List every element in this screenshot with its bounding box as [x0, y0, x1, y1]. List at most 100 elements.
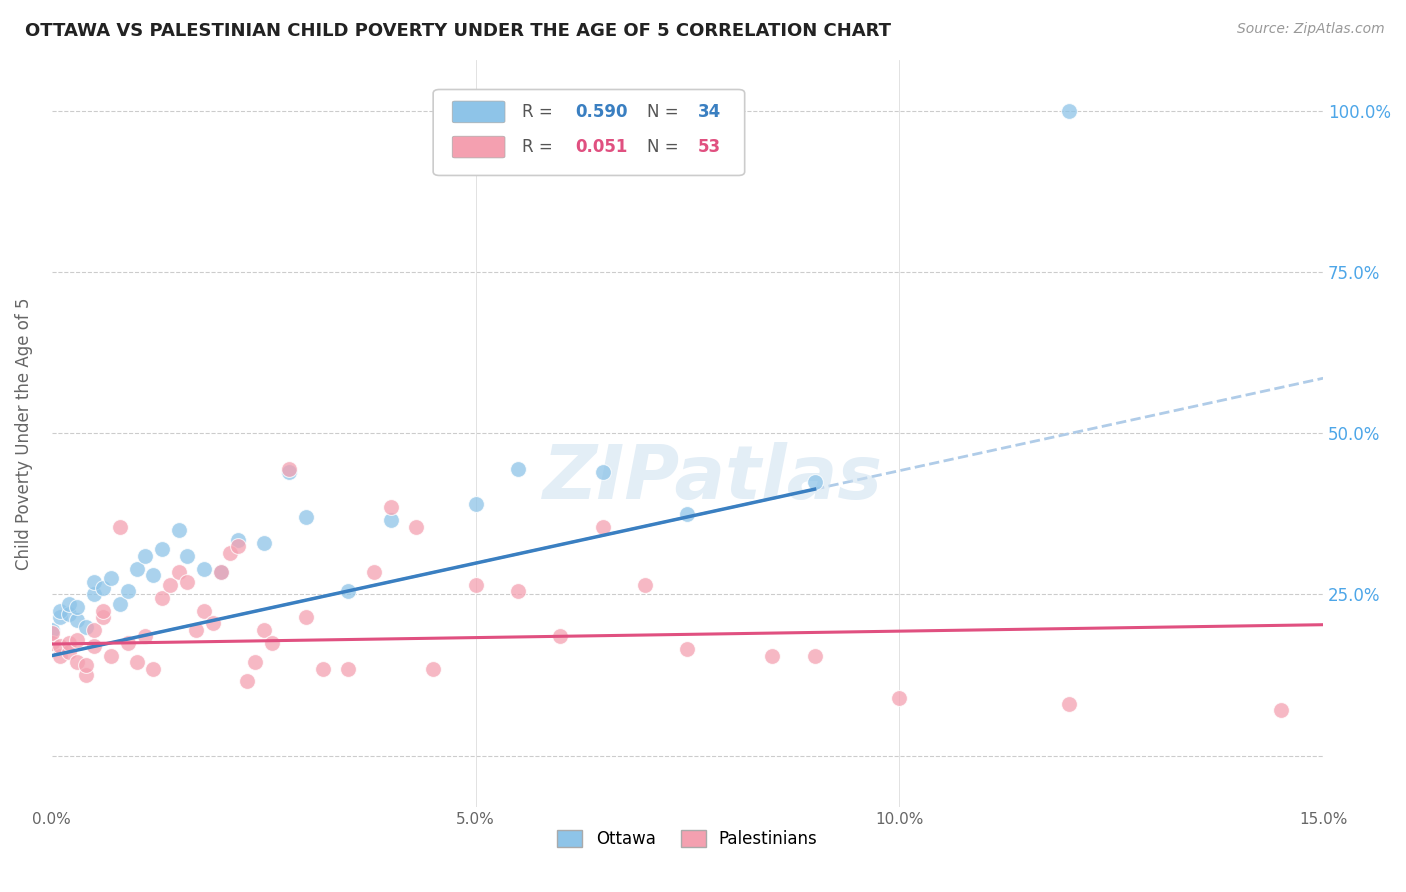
Text: R =: R =	[522, 138, 558, 156]
Point	[167, 523, 190, 537]
FancyBboxPatch shape	[433, 89, 745, 176]
Point	[506, 584, 529, 599]
Legend: Ottawa, Palestinians: Ottawa, Palestinians	[551, 823, 824, 855]
Point	[150, 542, 173, 557]
Point	[226, 533, 249, 547]
Point	[295, 610, 318, 624]
Point	[422, 661, 444, 675]
Point	[262, 636, 284, 650]
Text: Source: ZipAtlas.com: Source: ZipAtlas.com	[1237, 22, 1385, 37]
Text: R =: R =	[522, 103, 558, 121]
Point	[117, 636, 139, 650]
Text: OTTAWA VS PALESTINIAN CHILD POVERTY UNDER THE AGE OF 5 CORRELATION CHART: OTTAWA VS PALESTINIAN CHILD POVERTY UNDE…	[25, 22, 891, 40]
Point	[108, 520, 131, 534]
Y-axis label: Child Poverty Under the Age of 5: Child Poverty Under the Age of 5	[15, 297, 32, 570]
Point	[66, 632, 89, 647]
FancyBboxPatch shape	[453, 136, 505, 158]
Point	[193, 603, 215, 617]
Point	[100, 648, 122, 663]
Point	[592, 465, 614, 479]
Point	[676, 642, 699, 657]
Point	[380, 500, 402, 515]
Point	[253, 623, 276, 637]
Point	[176, 574, 198, 589]
Point	[83, 587, 105, 601]
Point	[1270, 703, 1292, 717]
Point	[58, 636, 80, 650]
Point	[167, 565, 190, 579]
Text: 0.590: 0.590	[575, 103, 628, 121]
Point	[58, 597, 80, 611]
Text: N =: N =	[647, 138, 683, 156]
Point	[134, 629, 156, 643]
Point	[66, 655, 89, 669]
Point	[150, 591, 173, 605]
Point	[193, 561, 215, 575]
Point	[761, 648, 783, 663]
Point	[41, 623, 63, 637]
Point	[278, 462, 301, 476]
Point	[66, 600, 89, 615]
Text: 0.051: 0.051	[575, 138, 628, 156]
Point	[83, 574, 105, 589]
Point	[125, 655, 148, 669]
Point	[58, 607, 80, 621]
Point	[184, 623, 207, 637]
Point	[337, 584, 360, 599]
Point	[75, 620, 97, 634]
Point	[550, 629, 572, 643]
Point	[134, 549, 156, 563]
Point	[235, 674, 257, 689]
Point	[592, 520, 614, 534]
Point	[49, 610, 72, 624]
Point	[142, 661, 165, 675]
Point	[176, 549, 198, 563]
Point	[41, 626, 63, 640]
Text: ZIPatlas: ZIPatlas	[543, 442, 883, 515]
Point	[363, 565, 385, 579]
FancyBboxPatch shape	[453, 101, 505, 123]
Text: 34: 34	[697, 103, 721, 121]
Point	[117, 584, 139, 599]
Point	[676, 507, 699, 521]
Point	[100, 571, 122, 585]
Point	[49, 603, 72, 617]
Point	[218, 545, 240, 559]
Point	[83, 639, 105, 653]
Point	[142, 568, 165, 582]
Point	[889, 690, 911, 705]
Point	[91, 610, 114, 624]
Point	[83, 623, 105, 637]
Point	[41, 636, 63, 650]
Point	[226, 539, 249, 553]
Text: N =: N =	[647, 103, 683, 121]
Point	[108, 597, 131, 611]
Point	[66, 613, 89, 627]
Point	[278, 465, 301, 479]
Point	[75, 668, 97, 682]
Point	[49, 648, 72, 663]
Point	[312, 661, 335, 675]
Point	[405, 520, 427, 534]
Point	[253, 536, 276, 550]
Point	[295, 510, 318, 524]
Point	[1057, 697, 1080, 711]
Point	[464, 578, 486, 592]
Point	[803, 648, 825, 663]
Point	[201, 616, 224, 631]
Point	[1057, 104, 1080, 119]
Point	[380, 513, 402, 527]
Point	[159, 578, 181, 592]
Point	[75, 658, 97, 673]
Point	[209, 565, 232, 579]
Point	[91, 603, 114, 617]
Point	[506, 462, 529, 476]
Point	[634, 578, 657, 592]
Point	[464, 497, 486, 511]
Point	[803, 475, 825, 489]
Point	[337, 661, 360, 675]
Point	[49, 639, 72, 653]
Point	[209, 565, 232, 579]
Point	[243, 655, 266, 669]
Point	[125, 561, 148, 575]
